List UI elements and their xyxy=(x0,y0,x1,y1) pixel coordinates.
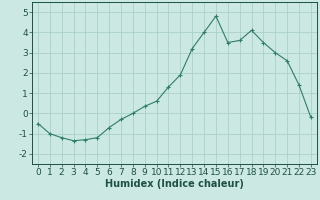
X-axis label: Humidex (Indice chaleur): Humidex (Indice chaleur) xyxy=(105,179,244,189)
